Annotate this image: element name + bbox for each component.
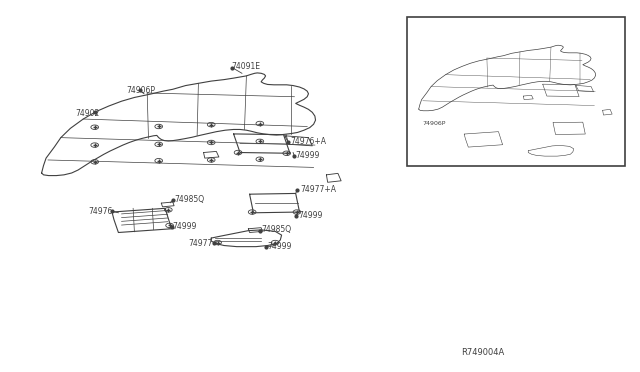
Text: 74906P: 74906P: [422, 121, 446, 126]
Text: 74985Q: 74985Q: [174, 195, 204, 204]
Text: 74902: 74902: [76, 109, 100, 118]
Text: 74906P: 74906P: [127, 86, 156, 94]
Text: 74999: 74999: [298, 211, 323, 219]
Text: 74999: 74999: [173, 222, 197, 231]
Text: 74976+A: 74976+A: [291, 137, 326, 146]
Text: 74985Q: 74985Q: [261, 225, 291, 234]
Text: 74906P: 74906P: [421, 118, 450, 127]
Bar: [407, 17, 625, 166]
Text: 3 ROW: 3 ROW: [413, 21, 445, 30]
Text: 74977+A: 74977+A: [301, 185, 337, 194]
Text: R749004A: R749004A: [461, 348, 504, 357]
Text: 74977: 74977: [189, 239, 213, 248]
Text: 74999: 74999: [296, 151, 320, 160]
Text: 74999: 74999: [268, 242, 292, 251]
Text: 74976: 74976: [88, 207, 113, 216]
Text: 74091E: 74091E: [232, 62, 260, 71]
